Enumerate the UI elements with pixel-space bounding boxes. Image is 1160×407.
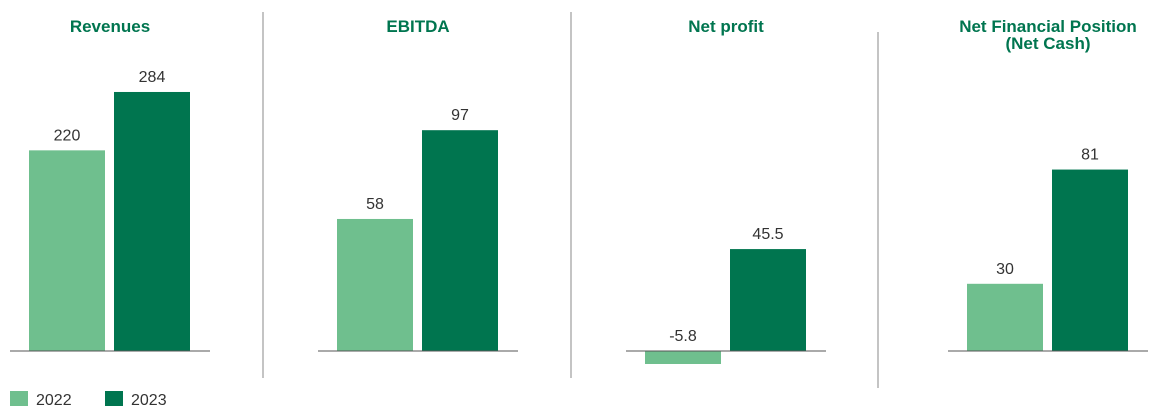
chart-title-line: (Net Cash) [1005, 34, 1090, 53]
legend-label: 2023 [131, 392, 167, 407]
chart-title-line: EBITDA [386, 17, 449, 36]
bar [967, 283, 1043, 351]
chart-title: Revenues [70, 17, 150, 36]
bar [645, 351, 721, 364]
bar [114, 91, 190, 351]
value-label: 81 [1081, 147, 1099, 164]
bar [1052, 169, 1128, 351]
value-label: 30 [996, 261, 1014, 278]
value-label: 97 [451, 107, 469, 124]
bar [422, 130, 498, 351]
chart-title: EBITDA [386, 17, 449, 36]
chart-title-line: Net Financial Position [959, 17, 1137, 36]
value-label: 45.5 [752, 226, 783, 243]
chart-title: Net Financial Position (Net Cash) [959, 17, 1137, 53]
value-label: 58 [366, 196, 384, 213]
legend-swatch [105, 391, 123, 406]
chart-title-line: Revenues [70, 17, 150, 36]
value-label: 284 [139, 69, 166, 86]
value-label: 220 [54, 127, 81, 144]
chart-title-line: Net profit [688, 17, 764, 36]
legend-swatch [10, 391, 28, 406]
chart-title: Net profit [688, 17, 764, 36]
value-label: -5.8 [669, 328, 697, 345]
bar [337, 218, 413, 351]
bar [29, 150, 105, 351]
bar [730, 249, 806, 351]
legend-label: 2022 [36, 392, 72, 407]
